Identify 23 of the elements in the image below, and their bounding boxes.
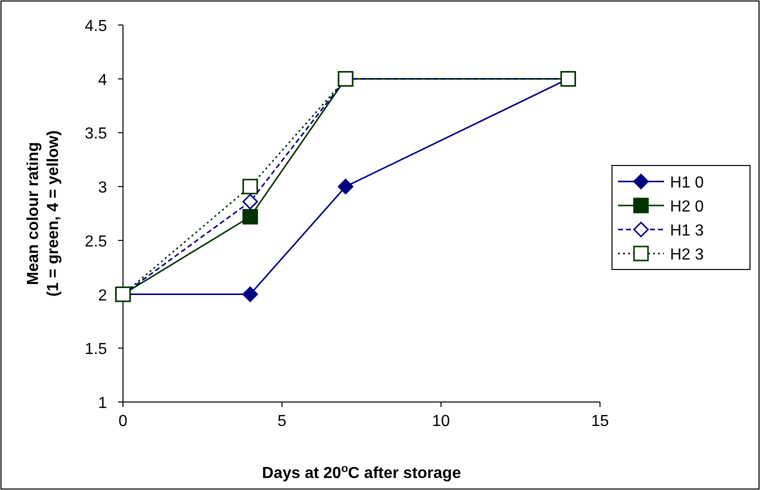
point xyxy=(242,208,258,224)
x-axis-title: Days at 20$^{o}$C after storage xyxy=(262,463,462,482)
legend-label: H1 3 xyxy=(670,222,704,240)
x-tick-label: 15 xyxy=(591,413,609,430)
point xyxy=(242,194,258,210)
y-tick-label: 2.5 xyxy=(84,233,108,250)
legend-label: H2 0 xyxy=(670,198,704,216)
y-axis-title: Mean colour rating (1 = green, 4 = yellow) xyxy=(25,130,62,297)
x-tick-label: 10 xyxy=(432,413,450,430)
x-tick-label: 5 xyxy=(278,413,287,430)
x-tick-label: 0 xyxy=(118,413,128,430)
y-tick-label: 1 xyxy=(98,395,108,412)
y-tick-label: 2 xyxy=(98,287,108,304)
y-tick-label: 4.5 xyxy=(84,18,108,35)
legend-label: H2 3 xyxy=(670,246,704,264)
y-tick-label: 3 xyxy=(98,180,108,197)
point xyxy=(242,178,258,194)
legend-label: H1 0 xyxy=(670,174,704,192)
point xyxy=(242,286,258,302)
y-tick-label: 4 xyxy=(98,72,108,89)
y-tick-label: 1.5 xyxy=(84,341,108,358)
point xyxy=(338,178,354,194)
y-tick-label: 3.5 xyxy=(84,126,108,143)
